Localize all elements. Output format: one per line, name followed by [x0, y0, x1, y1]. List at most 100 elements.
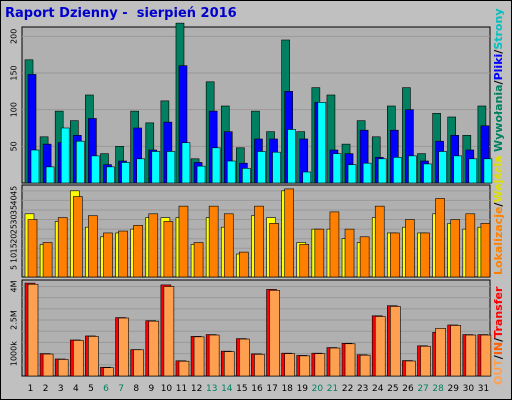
bar-middle-Lokalizacje-12	[193, 242, 204, 278]
bar-top-Strony-6	[106, 166, 115, 184]
bar-middle-Lokalizacje-7	[118, 230, 128, 278]
bar-top-Strony-3	[60, 127, 70, 184]
bar-top-Strony-10	[166, 151, 176, 184]
bar-bottom-IN-12	[193, 336, 205, 377]
bar-top-Strony-31	[483, 158, 493, 184]
bar-top-Strony-20	[317, 102, 327, 184]
y-tick-label: 20	[10, 234, 19, 244]
bar-bottom-IN-18	[284, 353, 295, 377]
y-tick-label: 25	[10, 224, 19, 234]
bar-top-Strony-5	[91, 155, 100, 184]
x-tick-label: 1	[28, 384, 34, 394]
x-tick-label: 25	[387, 384, 398, 394]
bar-bottom-IN-24	[374, 316, 386, 377]
side-label-part: /	[492, 49, 505, 54]
bar-middle-Lokalizacje-29	[450, 219, 461, 278]
bar-middle-Lokalizacje-21	[329, 211, 340, 278]
bar-bottom-IN-21	[329, 347, 341, 377]
bar-top-Strony-19	[302, 171, 312, 184]
bar-top-Strony-8	[136, 158, 145, 184]
bar-middle-Lokalizacje-15	[239, 251, 249, 278]
bar-top-Strony-17	[272, 151, 281, 184]
side-label-part: /	[492, 354, 505, 359]
bar-bottom-IN-17	[269, 289, 280, 377]
bar-bottom-IN-8	[133, 349, 144, 377]
bar-top-Strony-23	[362, 162, 372, 184]
x-tick-label: 14	[221, 384, 233, 394]
bar-middle-Lokalizacje-16	[254, 205, 264, 278]
x-tick-label: 19	[297, 384, 309, 394]
x-tick-label: 18	[281, 384, 293, 394]
x-tick-label: 31	[478, 384, 489, 394]
bar-middle-Lokalizacje-26	[405, 219, 415, 278]
x-tick-label: 21	[327, 384, 338, 394]
x-tick-label: 22	[342, 384, 353, 394]
bar-middle-Lokalizacje-9	[148, 213, 159, 278]
bar-bottom-IN-1	[27, 283, 39, 377]
bar-middle-Lokalizacje-25	[390, 232, 400, 278]
x-tick-label: 13	[206, 384, 217, 394]
bar-middle-Lokalizacje-2	[42, 242, 53, 278]
x-tick-label: 5	[88, 384, 94, 394]
side-label-middle: Lokalizacje/Wejścia	[492, 155, 505, 275]
x-tick-label: 30	[463, 384, 475, 394]
bar-top-Strony-18	[287, 129, 296, 184]
bar-top-Strony-22	[347, 164, 357, 184]
bar-top-Strony-14	[226, 160, 236, 184]
bar-top-Strony-26	[408, 155, 417, 184]
bar-bottom-IN-30	[465, 334, 477, 377]
bar-bottom-IN-3	[57, 359, 69, 377]
bar-middle-Lokalizacje-23	[359, 236, 370, 278]
y-tick-label: 35	[10, 205, 19, 215]
bar-bottom-IN-20	[314, 353, 326, 377]
bar-middle-Lokalizacje-6	[103, 232, 113, 278]
bar-middle-Lokalizacje-28	[435, 198, 445, 278]
x-tick-label: 28	[432, 384, 444, 394]
bar-middle-Lokalizacje-18	[284, 188, 294, 278]
bar-bottom-IN-23	[359, 354, 371, 377]
bar-middle-Lokalizacje-19	[299, 244, 310, 278]
bar-top-Strony-1	[30, 149, 40, 184]
bar-top-Strony-9	[151, 151, 161, 184]
x-tick-label: 16	[251, 384, 263, 394]
x-tick-label: 23	[357, 384, 368, 394]
x-tick-label: 29	[448, 384, 460, 394]
bar-bottom-IN-19	[299, 355, 311, 377]
bar-top-Strony-25	[393, 157, 402, 184]
x-tick-label: 7	[118, 384, 124, 394]
bar-top-Strony-13	[211, 147, 221, 184]
y-tick-label: 5	[10, 265, 19, 270]
y-tick-label: 15	[10, 243, 19, 253]
x-tick-label: 11	[176, 384, 187, 394]
side-label-part: Lokalizacje	[492, 207, 505, 275]
bar-bottom-IN-10	[163, 286, 175, 377]
bar-top-Strony-29	[453, 155, 463, 184]
x-tick-label: 24	[372, 384, 384, 394]
bar-top-Strony-16	[257, 151, 266, 184]
side-label-part: Wejścia	[492, 155, 505, 202]
bar-middle-Lokalizacje-14	[223, 213, 234, 278]
bar-middle-Lokalizacje-3	[57, 217, 68, 278]
y-tick-label: 200	[10, 29, 19, 44]
bar-top-Strony-15	[242, 168, 251, 184]
x-tick-label: 2	[43, 384, 49, 394]
y-tick-label: 100	[10, 102, 19, 117]
bar-bottom-IN-25	[390, 306, 401, 377]
bar-top-Strony-2	[45, 166, 55, 184]
y-tick-label: 45	[10, 186, 19, 196]
side-label-part: Pliki	[492, 54, 505, 81]
bar-middle-Lokalizacje-5	[88, 215, 98, 278]
bar-middle-Lokalizacje-27	[420, 232, 430, 278]
bar-middle-Lokalizacje-30	[465, 213, 476, 278]
side-label-top: Wywołania/Pliki/Strony	[492, 9, 505, 153]
bar-bottom-IN-22	[344, 343, 356, 377]
y-tick-label: 150	[10, 65, 19, 80]
bar-bottom-IN-15	[239, 338, 250, 377]
side-label-part: /	[492, 79, 505, 84]
bar-top-Strony-30	[468, 158, 478, 184]
bar-bottom-IN-28	[435, 328, 446, 377]
side-label-part: Transfer	[492, 286, 505, 338]
bar-top-Strony-21	[332, 153, 342, 184]
bar-bottom-IN-13	[208, 334, 220, 377]
